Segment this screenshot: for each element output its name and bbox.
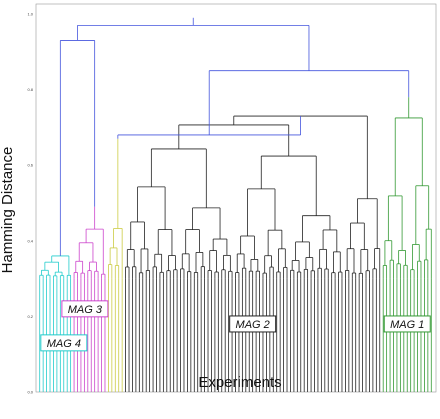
cluster-label-text: MAG 3 [68,304,103,316]
cluster-labels: MAG 4 MAG 3 MAG 2 MAG 1 [40,300,431,352]
y-tick-label: 0.2 [27,314,33,319]
y-tick-label: 1.0 [27,12,33,17]
cluster-label-box [61,300,109,318]
y-axis-title: Hamming Distance [0,147,16,274]
y-axis-ticks: 0.0 0.2 0.4 0.6 0.8 1.0 [27,12,33,395]
cluster-label-text: MAG 1 [390,319,424,331]
cluster-label-text: MAG 2 [236,319,270,331]
y-tick-label: 0.6 [27,163,33,168]
y-tick-label: 0.0 [27,390,33,395]
cluster-label-text: MAG 4 [47,338,81,350]
dendrogram-tree [39,17,432,392]
cluster-label-box [383,315,431,333]
y-tick-label: 0.8 [27,87,33,92]
cluster-label-box [40,334,88,352]
y-tick-label: 0.4 [27,238,33,243]
x-axis-title: Experiments [198,374,281,391]
cluster-label-box [229,315,277,333]
